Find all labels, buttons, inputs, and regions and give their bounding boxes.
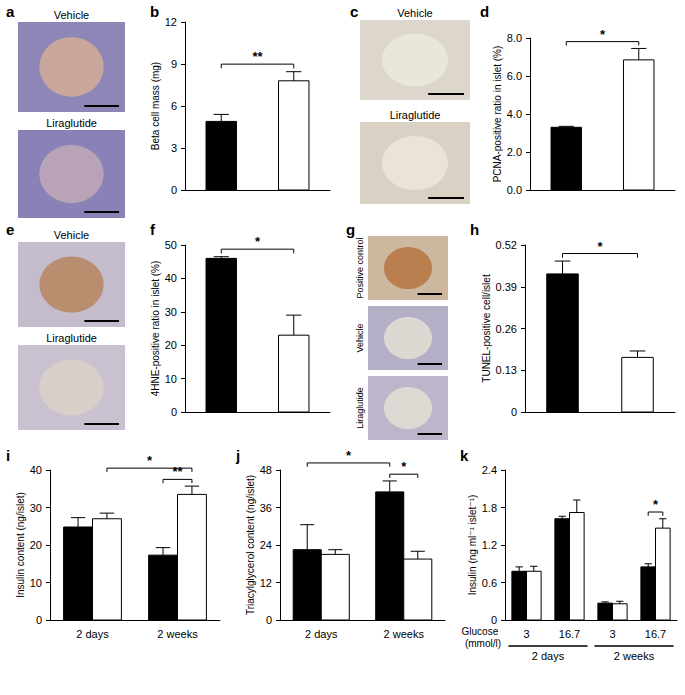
svg-text:Glucose: Glucose [462,626,501,637]
svg-text:Insulin (ng ml⁻¹ islet⁻¹): Insulin (ng ml⁻¹ islet⁻¹) [467,495,478,596]
svg-text:i: i [6,447,10,464]
svg-text:2 days: 2 days [76,628,109,640]
svg-text:1.8: 1.8 [482,502,497,514]
svg-text:**: ** [172,464,183,479]
svg-text:2.4: 2.4 [482,464,497,476]
svg-text:12: 12 [260,577,272,589]
svg-text:4HNE-positive ratio in islet (: 4HNE-positive ratio in islet (%) [150,261,161,397]
svg-text:Vehicle: Vehicle [397,7,432,19]
svg-text:c: c [350,3,358,20]
svg-text:30: 30 [165,306,177,318]
svg-text:0.26: 0.26 [496,323,517,335]
svg-text:Liraglutide: Liraglutide [355,387,365,429]
svg-text:4.0: 4.0 [507,108,522,120]
svg-text:*: * [653,497,659,512]
svg-text:0.39: 0.39 [496,281,517,293]
svg-text:*: * [600,27,606,42]
svg-text:Vehicle: Vehicle [54,9,89,21]
svg-text:Triacylglycerol content (ng/is: Triacylglycerol content (ng/islet) [245,475,256,615]
svg-text:0.52: 0.52 [496,239,517,251]
svg-text:0: 0 [511,406,517,418]
svg-text:2 weeks: 2 weeks [614,650,655,662]
svg-text:0.6: 0.6 [482,577,497,589]
svg-text:PCNA-positive ratio in islet (: PCNA-positive ratio in islet (%) [492,46,503,183]
svg-text:*: * [147,453,153,468]
svg-text:*: * [597,239,603,254]
svg-text:**: ** [252,49,263,64]
svg-text:e: e [6,221,14,238]
svg-text:Liraglutide: Liraglutide [46,332,97,344]
svg-text:40: 40 [30,464,42,476]
svg-text:0.13: 0.13 [496,364,517,376]
svg-text:36: 36 [260,502,272,514]
svg-text:20: 20 [165,339,177,351]
svg-text:10: 10 [30,577,42,589]
svg-text:2 weeks: 2 weeks [384,628,425,640]
svg-text:0: 0 [266,614,272,626]
svg-text:0: 0 [171,184,177,196]
svg-text:Insulin content (ng/islet): Insulin content (ng/islet) [15,492,26,598]
svg-text:*: * [401,459,407,474]
svg-text:24: 24 [260,539,272,551]
svg-text:Vehicle: Vehicle [54,229,89,241]
svg-text:40: 40 [165,272,177,284]
svg-text:48: 48 [260,464,272,476]
svg-text:2 days: 2 days [305,628,338,640]
svg-text:Liraglutide: Liraglutide [390,109,441,121]
svg-text:3: 3 [609,628,615,640]
svg-text:b: b [150,3,159,20]
svg-text:(mmol/l): (mmol/l) [465,638,501,649]
svg-text:2.0: 2.0 [507,146,522,158]
svg-text:10: 10 [165,373,177,385]
svg-text:Beta cell mass (mg): Beta cell mass (mg) [150,62,161,150]
svg-text:0: 0 [171,406,177,418]
svg-text:30: 30 [30,502,42,514]
svg-text:8.0: 8.0 [507,32,522,44]
svg-text:16.7: 16.7 [645,628,666,640]
svg-text:9: 9 [171,58,177,70]
svg-text:*: * [255,234,261,249]
svg-text:50: 50 [165,239,177,251]
svg-text:Vehicle: Vehicle [355,323,365,352]
svg-text:h: h [470,221,479,238]
svg-text:0: 0 [36,614,42,626]
svg-text:20: 20 [30,539,42,551]
svg-text:16.7: 16.7 [559,628,580,640]
svg-text:g: g [346,221,355,238]
svg-text:Positive control: Positive control [355,237,365,298]
svg-text:TUNEL-positive cell/islet: TUNEL-positive cell/islet [481,274,492,383]
svg-text:f: f [150,221,156,238]
svg-text:12: 12 [165,16,177,28]
svg-text:d: d [480,3,489,20]
svg-text:1.2: 1.2 [482,539,497,551]
svg-text:0: 0 [491,614,497,626]
svg-text:0.0: 0.0 [507,184,522,196]
svg-text:Liraglutide: Liraglutide [46,117,97,129]
svg-text:*: * [346,448,352,463]
svg-text:2 weeks: 2 weeks [157,628,198,640]
svg-text:3: 3 [523,628,529,640]
svg-text:6.0: 6.0 [507,70,522,82]
svg-text:3: 3 [171,142,177,154]
svg-text:2 days: 2 days [532,650,565,662]
svg-text:j: j [235,447,240,464]
svg-text:6: 6 [171,100,177,112]
svg-text:a: a [6,3,15,20]
svg-text:k: k [460,447,469,464]
